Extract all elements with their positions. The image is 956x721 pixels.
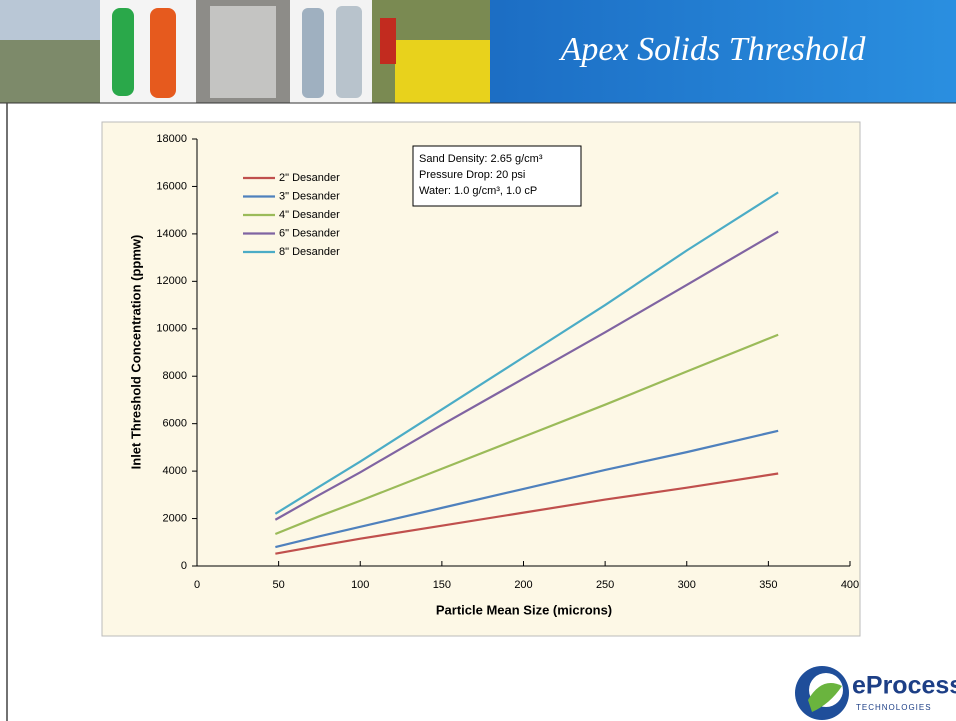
annotation: Sand Density: 2.65 g/cm³ bbox=[419, 153, 543, 165]
slide-title: Apex Solids Threshold bbox=[559, 31, 867, 68]
y-tick-label: 0 bbox=[181, 560, 187, 572]
logo-name: eProcess bbox=[852, 672, 956, 700]
x-tick-label: 100 bbox=[351, 579, 369, 591]
y-axis-title: Inlet Threshold Concentration (ppmw) bbox=[128, 235, 143, 470]
legend-label: 2" Desander bbox=[279, 172, 340, 184]
x-tick-label: 150 bbox=[433, 579, 451, 591]
x-tick-label: 350 bbox=[759, 579, 777, 591]
legend-label: 6" Desander bbox=[279, 227, 340, 239]
y-tick-label: 14000 bbox=[156, 228, 187, 240]
annotation: Water: 1.0 g/cm³, 1.0 cP bbox=[419, 185, 537, 197]
y-tick-label: 4000 bbox=[163, 465, 187, 477]
y-tick-label: 8000 bbox=[163, 370, 187, 382]
logo-tagline: TECHNOLOGIES bbox=[856, 703, 932, 712]
legend-label: 8" Desander bbox=[279, 246, 340, 258]
x-tick-label: 300 bbox=[678, 579, 696, 591]
y-tick-label: 6000 bbox=[163, 418, 187, 430]
annotation: Pressure Drop: 20 psi bbox=[419, 169, 525, 181]
y-tick-label: 12000 bbox=[156, 275, 187, 287]
y-tick-label: 18000 bbox=[156, 133, 187, 145]
x-axis-title: Particle Mean Size (microns) bbox=[436, 602, 612, 617]
logo bbox=[795, 666, 849, 720]
x-tick-label: 0 bbox=[194, 579, 200, 591]
x-tick-label: 50 bbox=[273, 579, 285, 591]
x-tick-label: 250 bbox=[596, 579, 614, 591]
y-tick-label: 16000 bbox=[156, 180, 187, 192]
legend-label: 3" Desander bbox=[279, 190, 340, 202]
header-photos bbox=[0, 0, 490, 103]
y-tick-label: 10000 bbox=[156, 323, 187, 335]
x-tick-label: 400 bbox=[841, 579, 859, 591]
legend-label: 4" Desander bbox=[279, 209, 340, 221]
x-tick-label: 200 bbox=[514, 579, 532, 591]
y-tick-label: 2000 bbox=[163, 512, 187, 524]
slide: Apex Solids Threshold Inlet Threshold Co… bbox=[0, 0, 956, 721]
